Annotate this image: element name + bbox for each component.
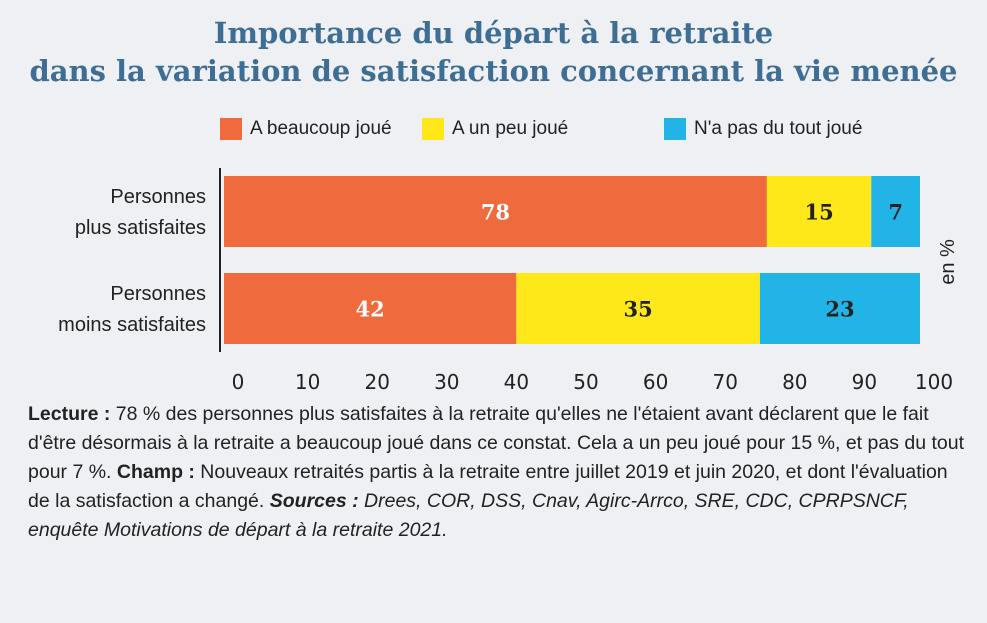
- category-label-2-2: moins satisfaites: [58, 314, 206, 336]
- chart-title-line-1: Importance du départ à la retraite: [213, 16, 774, 50]
- bar-label-1-3: 7: [888, 200, 903, 225]
- legend-swatch-1: [220, 118, 242, 140]
- x-tick-0: 0: [232, 370, 245, 394]
- x-tick-80: 80: [782, 370, 807, 394]
- bar-label-2-1: 42: [356, 297, 385, 322]
- bar-label-1-2: 15: [804, 200, 833, 225]
- bar-1-3: [871, 176, 920, 247]
- x-tick-30: 30: [434, 370, 459, 394]
- category-label-1-2: plus satisfaites: [75, 217, 206, 239]
- legend-label-2: A un peu joué: [452, 118, 569, 139]
- bar-2-1: [224, 273, 517, 344]
- chart-title: Importance du départ à la retraite dans …: [0, 14, 987, 90]
- champ-label: Champ :: [116, 461, 195, 483]
- legend-label-3: N'a pas du tout joué: [694, 118, 863, 139]
- stacked-bar-chart: 78 15 7 Personnes plus satisfaites 42 35 23 Pers…: [58, 168, 959, 394]
- bar-2-3: [759, 273, 920, 344]
- x-tick-90: 90: [852, 370, 877, 394]
- x-tick-10: 10: [295, 370, 320, 394]
- chart-notes: Lecture : 78 % des personnes plus satisf…: [28, 400, 968, 545]
- legend: A beaucoup joué A un peu joué N'a pas du t…: [208, 118, 928, 148]
- legend-label-1: A beaucoup joué: [250, 118, 392, 139]
- x-tick-60: 60: [643, 370, 668, 394]
- x-tick-100: 100: [915, 370, 953, 394]
- sources-text: Drees, COR, DSS, Cnav, Agirc-Arrco, SRE,…: [28, 490, 909, 541]
- x-tick-20: 20: [364, 370, 389, 394]
- bar-1-1: [224, 176, 767, 247]
- bar-label-2-3: 23: [825, 297, 854, 322]
- unit-label: en %: [937, 239, 959, 285]
- lecture-label: Lecture :: [28, 403, 111, 425]
- legend-item-2: A un peu joué: [422, 118, 568, 140]
- x-tick-50: 50: [573, 370, 598, 394]
- lecture-text: 78 % des personnes plus satisfaites à la…: [28, 403, 964, 483]
- x-tick-40: 40: [504, 370, 529, 394]
- legend-swatch-3: [664, 118, 686, 140]
- bar-label-1-1: 78: [481, 200, 510, 225]
- legend-item-1: A beaucoup joué: [220, 118, 392, 140]
- legend-swatch-2: [422, 118, 444, 140]
- x-tick-70: 70: [712, 370, 737, 394]
- bar-1-2: [766, 176, 872, 247]
- category-label-2-1: Personnes: [110, 283, 206, 305]
- chart-title-line-2: dans la variation de satisfaction concer…: [29, 54, 958, 88]
- category-label-1-1: Personnes: [110, 186, 206, 208]
- legend-item-3: N'a pas du tout joué: [664, 118, 862, 140]
- sources-label: Sources :: [269, 490, 359, 512]
- champ-text: Nouveaux retraités partis à la retraite …: [28, 461, 948, 512]
- bar-2-2: [516, 273, 760, 344]
- bar-label-2-2: 35: [624, 297, 653, 322]
